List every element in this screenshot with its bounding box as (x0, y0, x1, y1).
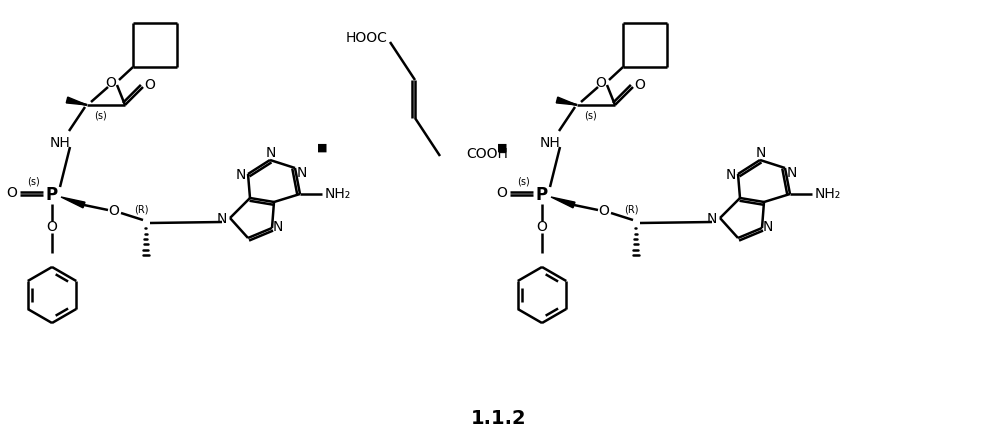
Text: (s): (s) (28, 176, 40, 186)
Text: 1.1.2: 1.1.2 (471, 408, 527, 427)
Text: ■: ■ (497, 143, 507, 153)
Text: P: P (536, 186, 548, 204)
Text: O: O (106, 76, 117, 90)
Text: ■: ■ (316, 143, 327, 153)
Text: N: N (726, 168, 737, 182)
Text: O: O (109, 204, 120, 218)
Text: N: N (755, 146, 766, 160)
Text: O: O (635, 78, 646, 92)
Text: N: N (707, 212, 718, 226)
Text: O: O (497, 186, 507, 200)
Text: (s): (s) (585, 110, 598, 120)
Polygon shape (61, 197, 85, 208)
Text: (R): (R) (624, 204, 639, 214)
Text: O: O (537, 220, 548, 234)
Text: NH₂: NH₂ (325, 187, 351, 201)
Text: N: N (236, 168, 247, 182)
Text: NH: NH (50, 136, 71, 150)
Text: O: O (599, 204, 610, 218)
Polygon shape (551, 197, 575, 208)
Text: COOH: COOH (466, 147, 508, 161)
Polygon shape (556, 97, 577, 105)
Polygon shape (66, 97, 87, 105)
Text: N: N (786, 166, 797, 180)
Text: O: O (47, 220, 58, 234)
Text: NH₂: NH₂ (815, 187, 841, 201)
Text: (s): (s) (518, 176, 530, 186)
Text: O: O (596, 76, 607, 90)
Text: (s): (s) (95, 110, 108, 120)
Text: N: N (762, 220, 773, 234)
Text: N: N (265, 146, 276, 160)
Text: (R): (R) (134, 204, 149, 214)
Text: P: P (46, 186, 58, 204)
Text: NH: NH (540, 136, 560, 150)
Text: N: N (217, 212, 228, 226)
Text: O: O (7, 186, 17, 200)
Text: HOOC: HOOC (346, 31, 388, 45)
Text: N: N (272, 220, 283, 234)
Text: N: N (296, 166, 307, 180)
Text: O: O (145, 78, 156, 92)
